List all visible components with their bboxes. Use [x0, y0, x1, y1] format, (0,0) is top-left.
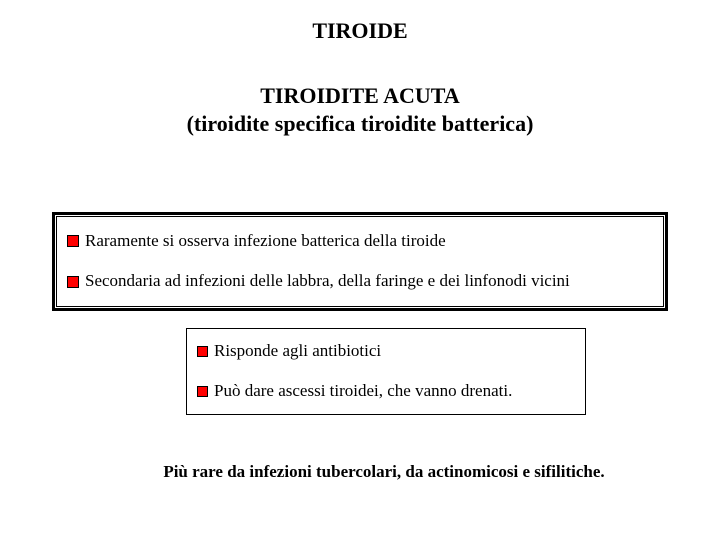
heading-line-2: (tiroidite specifica tiroidite batterica…: [0, 110, 720, 138]
bullet-square-icon: [67, 235, 79, 247]
primary-bullet-1-text: Raramente si osserva infezione batterica…: [85, 231, 446, 251]
primary-bullet-1: Raramente si osserva infezione batterica…: [67, 231, 653, 251]
page-title: TIROIDE: [0, 18, 720, 44]
heading-line-1: TIROIDITE ACUTA: [0, 82, 720, 110]
bullet-square-icon: [197, 386, 208, 397]
section-heading: TIROIDITE ACUTA (tiroidite specifica tir…: [0, 82, 720, 137]
secondary-bullet-1: Risponde agli antibiotici: [197, 341, 571, 361]
primary-bullet-2-text: Secondaria ad infezioni delle labbra, de…: [85, 271, 570, 291]
primary-box: Raramente si osserva infezione batterica…: [52, 212, 668, 311]
secondary-bullet-2-text: Può dare ascessi tiroidei, che vanno dre…: [214, 381, 512, 401]
primary-bullet-2: Secondaria ad infezioni delle labbra, de…: [67, 271, 653, 291]
bullet-square-icon: [197, 346, 208, 357]
primary-box-inner: Raramente si osserva infezione batterica…: [56, 216, 664, 307]
footer-note: Più rare da infezioni tubercolari, da ac…: [134, 462, 634, 482]
secondary-box: Risponde agli antibiotici Può dare asces…: [186, 328, 586, 415]
secondary-bullet-2: Può dare ascessi tiroidei, che vanno dre…: [197, 381, 571, 401]
bullet-square-icon: [67, 276, 79, 288]
secondary-bullet-1-text: Risponde agli antibiotici: [214, 341, 381, 361]
